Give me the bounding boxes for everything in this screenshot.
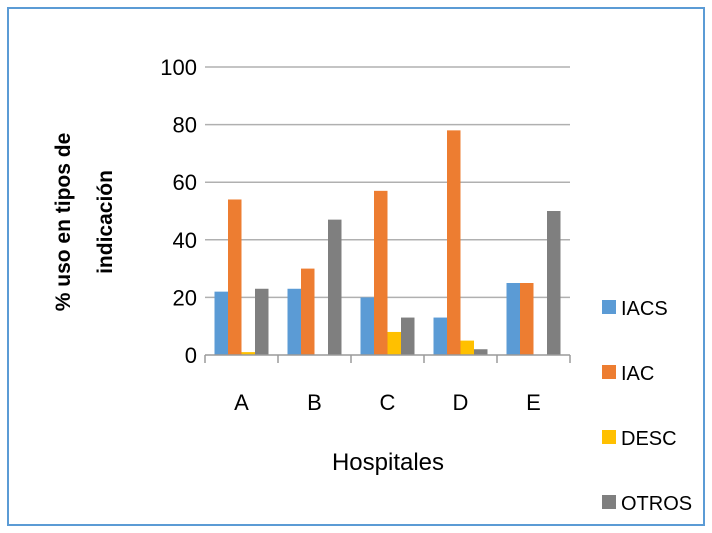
y-tick-label: 100 — [160, 55, 197, 80]
legend-label-otros: OTROS — [621, 493, 692, 515]
x-tick-label: C — [380, 390, 396, 415]
x-tick-label: D — [453, 390, 469, 415]
bar-desc-d — [460, 340, 474, 355]
legend-swatch-iac — [602, 365, 616, 379]
legend-swatch-otros — [602, 495, 616, 509]
legend-swatch-iacs — [602, 300, 616, 314]
bar-iacs-a — [214, 291, 228, 355]
bar-iac-e — [520, 283, 534, 355]
legend-label-desc: DESC — [621, 428, 677, 450]
bar-iacs-b — [287, 288, 301, 355]
legend-label-iac: IAC — [621, 363, 654, 385]
bar-otros-d — [474, 349, 488, 355]
legend-swatch-desc — [602, 430, 616, 444]
y-axis-title-line-1: % uso en tipos de — [52, 133, 75, 312]
bar-iac-a — [228, 199, 242, 355]
y-tick-label: 40 — [173, 228, 197, 253]
y-tick-label: 0 — [185, 343, 197, 368]
chart-frame — [7, 7, 705, 526]
y-axis-title-line-2: indicación — [94, 170, 117, 274]
bar-iac-d — [447, 130, 461, 355]
x-axis-title: Hospitales — [332, 449, 444, 476]
bar-iacs-e — [506, 283, 520, 355]
bar-otros-c — [401, 317, 415, 355]
bar-otros-a — [255, 288, 269, 355]
bar-iac-b — [301, 268, 315, 355]
y-tick-label: 80 — [173, 113, 197, 138]
bar-desc-c — [387, 331, 401, 355]
legend: IACS IAC DESC OTROS — [602, 298, 692, 515]
bar-otros-e — [547, 211, 561, 355]
bar-otros-b — [328, 219, 342, 355]
bar-iacs-c — [360, 297, 374, 355]
x-tick-label: E — [526, 390, 541, 415]
x-tick-label: A — [234, 390, 249, 415]
bar-iac-c — [374, 190, 388, 355]
axes — [204, 354, 571, 363]
y-axis-title: % uso en tipos de indicación — [52, 133, 117, 312]
x-tick-labels: A B C D E — [234, 390, 541, 415]
y-tick-labels: 0 20 40 60 80 100 — [160, 55, 197, 368]
y-tick-label: 20 — [173, 285, 197, 310]
x-tick-label: B — [307, 390, 322, 415]
bars — [214, 130, 561, 355]
y-tick-label: 60 — [173, 170, 197, 195]
bar-desc-a — [241, 352, 255, 355]
legend-label-iacs: IACS — [621, 298, 668, 320]
bar-iacs-d — [433, 317, 447, 355]
